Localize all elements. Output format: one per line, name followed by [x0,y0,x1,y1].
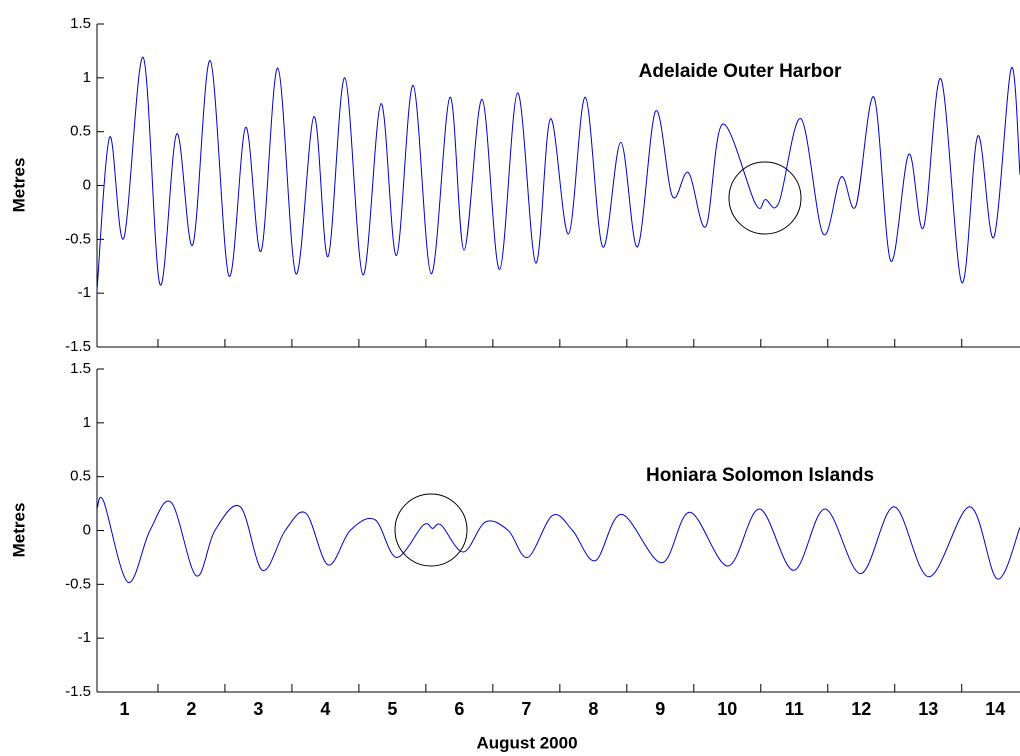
data-line [96,496,1020,583]
x-tick-label: 9 [655,699,665,719]
x-tick-label: 13 [918,699,938,719]
y-tick-label: 1 [83,69,91,86]
y-tick-label: 0.5 [70,468,91,485]
annotation-circle [728,161,802,235]
x-tick-label: 10 [717,699,737,719]
y-tick-label: -1.5 [65,683,91,700]
data-line [96,56,1020,290]
x-tick-label: 7 [521,699,531,719]
annotation-circle [394,493,468,567]
x-tick-label: 8 [588,699,598,719]
x-tick-label: 2 [186,699,196,719]
y-tick-label: 0.5 [70,123,91,140]
y-tick-label: -0.5 [65,230,91,247]
y-tick-label: -1.5 [65,338,91,355]
x-tick-label: 3 [253,699,263,719]
y-tick-label: 1 [83,414,91,431]
x-tick-label: 12 [851,699,871,719]
x-axis-label: August 2000 [476,733,577,752]
chart-title: Adelaide Outer Harbor [639,61,842,82]
chart-title: Honiara Solomon Islands [646,465,874,486]
y-tick-label: -1 [78,629,91,646]
y-tick-label: 0 [83,521,91,538]
x-tick-label: 5 [387,699,397,719]
x-tick-label: 11 [785,699,804,719]
y-tick-label: -1 [78,284,91,301]
x-tick-label: 14 [985,699,1005,719]
x-tick-label: 6 [454,699,464,719]
x-tick-label: 4 [320,699,330,719]
y-tick-label: 1.5 [70,15,91,32]
y-axis-label: Metres [9,503,28,558]
y-tick-label: -0.5 [65,575,91,592]
y-tick-label: 0 [83,176,91,193]
y-axis-label: Metres [9,158,28,213]
y-tick-label: 1.5 [70,360,91,377]
x-tick-label: 1 [119,699,129,719]
